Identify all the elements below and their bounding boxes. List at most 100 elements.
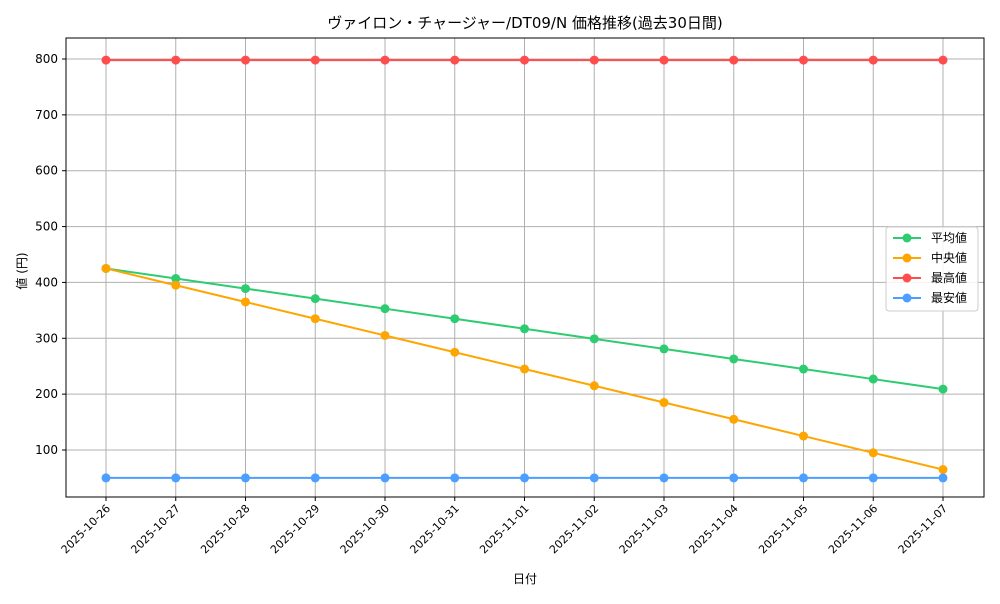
series-1 xyxy=(101,263,948,475)
data-point xyxy=(171,55,181,65)
series-lines xyxy=(101,55,948,483)
data-point xyxy=(310,314,320,324)
data-point xyxy=(659,473,669,483)
data-point xyxy=(868,473,878,483)
data-point xyxy=(729,354,739,364)
data-point xyxy=(589,381,599,391)
series-0 xyxy=(101,263,948,394)
y-tick-label: 600 xyxy=(35,164,58,178)
grid-lines xyxy=(66,38,984,497)
legend-marker-icon xyxy=(902,273,912,283)
data-point xyxy=(171,473,181,483)
y-tick-label: 200 xyxy=(35,387,58,401)
data-point xyxy=(868,448,878,458)
data-point xyxy=(659,398,669,408)
data-point xyxy=(241,284,250,294)
data-point xyxy=(101,263,111,273)
series-2 xyxy=(101,55,948,65)
data-point xyxy=(101,55,111,65)
data-point xyxy=(450,314,460,324)
legend-item: 中央値 xyxy=(893,250,967,265)
legend-item: 最安値 xyxy=(893,290,967,305)
y-axis-label: 値 (円) xyxy=(14,252,29,289)
data-point xyxy=(868,374,878,384)
data-point xyxy=(938,473,948,483)
data-point xyxy=(310,294,320,304)
data-point xyxy=(868,55,878,65)
x-tick-label: 2025-10-29 xyxy=(268,502,322,556)
data-point xyxy=(729,55,739,65)
data-point xyxy=(799,473,808,483)
data-point xyxy=(380,55,390,65)
data-point xyxy=(589,473,599,483)
x-tick-label: 2025-10-31 xyxy=(407,502,461,556)
data-point xyxy=(380,304,390,314)
x-tick-label: 2025-10-27 xyxy=(128,502,182,556)
legend-label: 中央値 xyxy=(931,250,967,265)
data-point xyxy=(729,473,739,483)
data-point xyxy=(799,431,808,441)
data-point xyxy=(799,55,808,65)
data-point xyxy=(380,330,390,340)
x-tick-label: 2025-11-05 xyxy=(756,502,810,556)
data-point xyxy=(241,55,250,65)
legend-box xyxy=(885,226,979,312)
legend-item: 平均値 xyxy=(893,230,967,245)
data-point xyxy=(450,347,460,357)
data-point xyxy=(729,414,739,424)
y-tick-label: 400 xyxy=(35,275,58,289)
data-point xyxy=(241,297,250,307)
data-point xyxy=(938,55,948,65)
y-tick-label: 100 xyxy=(35,443,58,457)
x-axis-label: 日付 xyxy=(513,572,537,586)
data-point xyxy=(380,473,390,483)
x-tick-label: 2025-11-07 xyxy=(896,502,950,556)
legend-marker-icon xyxy=(902,253,912,263)
y-axis: 100 200 300 400 500 600 700 800 xyxy=(35,52,66,457)
data-point xyxy=(310,473,320,483)
legend-label: 最安値 xyxy=(931,290,967,305)
data-point xyxy=(310,55,320,65)
data-point xyxy=(659,344,669,354)
series-3 xyxy=(101,473,948,483)
data-point xyxy=(799,364,808,374)
x-tick-label: 2025-10-28 xyxy=(198,502,252,556)
x-tick-label: 2025-11-03 xyxy=(617,502,671,556)
y-tick-label: 300 xyxy=(35,331,58,345)
data-point xyxy=(589,334,599,344)
data-point xyxy=(520,473,529,483)
data-point xyxy=(589,55,599,65)
legend-marker-icon xyxy=(902,233,912,243)
x-tick-label: 2025-11-01 xyxy=(477,502,531,556)
data-point xyxy=(101,473,111,483)
legend-label: 平均値 xyxy=(931,230,967,245)
data-point xyxy=(450,473,460,483)
y-tick-label: 800 xyxy=(35,52,58,66)
x-tick-label: 2025-11-06 xyxy=(826,502,880,556)
data-point xyxy=(520,324,529,334)
plot-frame xyxy=(65,37,985,498)
legend-marker-icon xyxy=(902,293,912,303)
data-point xyxy=(520,55,529,65)
x-axis: 2025-10-26 2025-10-27 2025-10-28 2025-10-29… xyxy=(59,497,950,556)
data-point xyxy=(171,274,181,284)
x-tick-label: 2025-11-02 xyxy=(547,502,601,556)
data-point xyxy=(450,55,460,65)
data-point xyxy=(520,364,529,374)
data-point xyxy=(938,384,948,394)
legend-label: 最高値 xyxy=(931,270,967,285)
x-tick-label: 2025-11-04 xyxy=(686,502,740,556)
data-point xyxy=(171,280,181,290)
y-tick-label: 500 xyxy=(35,220,58,234)
legend-item: 最高値 xyxy=(893,270,967,285)
data-point xyxy=(938,465,948,475)
x-tick-label: 2025-10-30 xyxy=(338,502,392,556)
data-point xyxy=(659,55,669,65)
chart-title: ヴァイロン・チャージャー/DT09/N 価格推移(過去30日間) xyxy=(327,14,723,32)
x-tick-label: 2025-10-26 xyxy=(59,502,113,556)
data-point xyxy=(241,473,250,483)
y-tick-label: 700 xyxy=(35,108,58,122)
